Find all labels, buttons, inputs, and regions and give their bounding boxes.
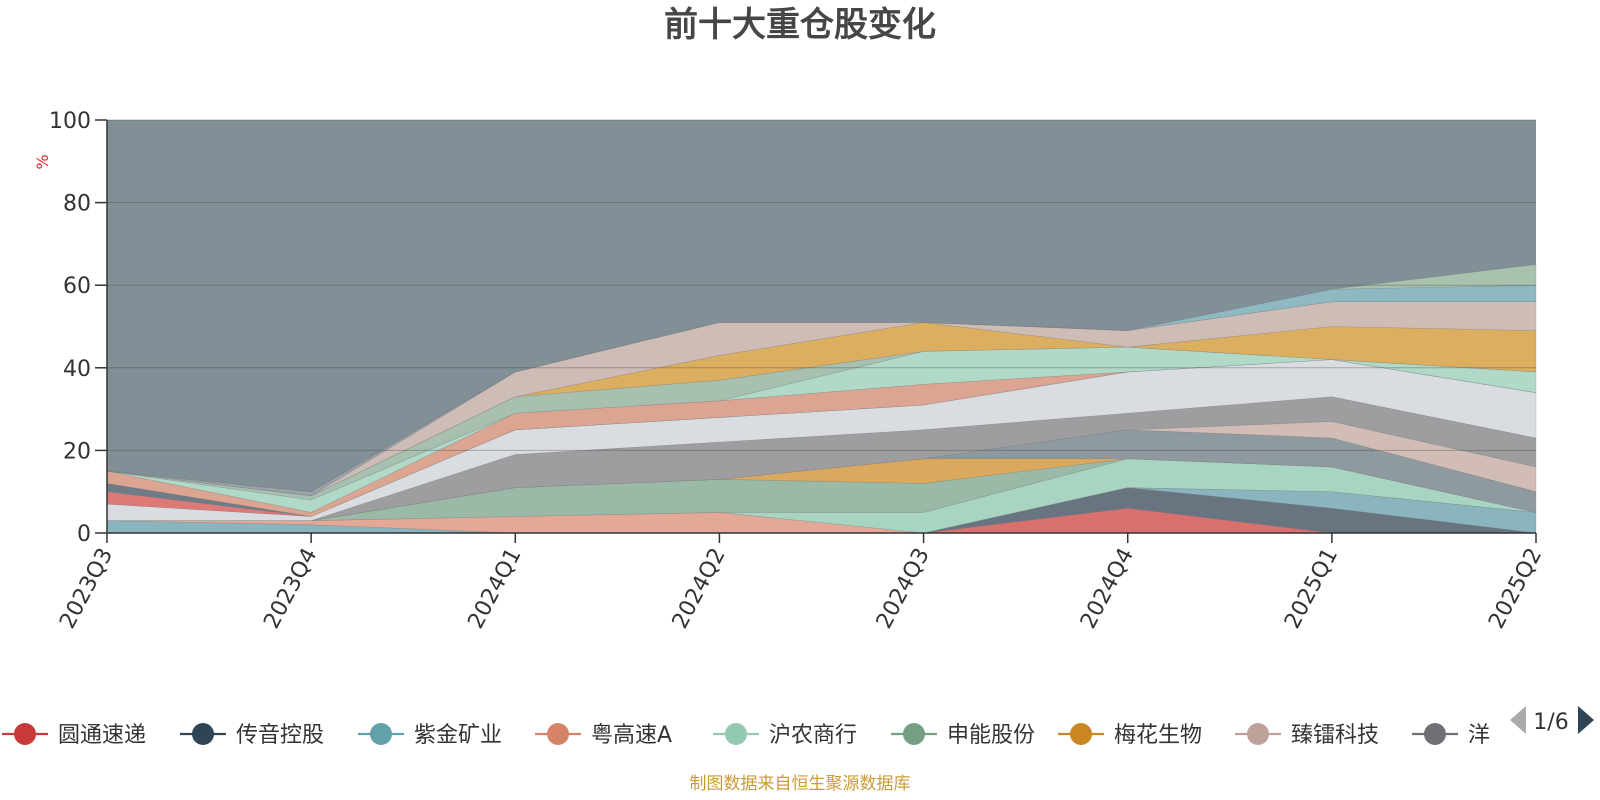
x-tick-label: 2024Q4 [1076, 544, 1139, 633]
legend-circle-icon [1247, 723, 1269, 745]
x-tick-label: 2024Q3 [872, 544, 935, 633]
y-axis-unit-label: % [33, 154, 52, 169]
legend-item-label: 申能股份 [947, 723, 1035, 748]
legend-pager: 1/6 [1510, 706, 1594, 735]
legend-circle-icon [370, 723, 392, 745]
data-source-note: 制图数据来自恒生聚源数据库 [690, 774, 911, 794]
y-tick-label: 80 [63, 192, 91, 217]
legend: 圆通速递 传音控股 紫金矿业 粤高速A 沪农商行 申能股份 梅花生物 臻镭科技 洋 [2, 723, 1490, 748]
series-area-19 [106, 301, 1536, 497]
legend-circle-icon [1424, 723, 1446, 745]
legend-item-label: 梅花生物 [1114, 723, 1202, 748]
legend-item-label: 传音控股 [236, 723, 324, 748]
legend-circle-icon [14, 723, 36, 745]
x-tick-label: 2024Q2 [668, 544, 731, 633]
series-area-20 [106, 284, 1537, 493]
legend-item[interactable]: 梅花生物 [1058, 723, 1202, 748]
y-tick-label: 60 [63, 274, 91, 299]
y-tick-label: 0 [77, 522, 91, 547]
legend-prev-arrow-icon[interactable] [1510, 706, 1526, 734]
y-tick-label: 40 [63, 357, 91, 382]
series-area-21 [106, 264, 1537, 493]
series-area-8 [107, 429, 1537, 521]
legend-item-label: 紫金矿业 [414, 723, 502, 748]
legend-item-label: 沪农商行 [769, 723, 857, 748]
x-tick-label: 2023Q3 [55, 544, 118, 633]
y-tick-label: 20 [63, 439, 91, 464]
x-tick-label: 2025Q2 [1484, 544, 1547, 633]
x-tick-label: 2025Q1 [1280, 544, 1343, 633]
series-area-9 [107, 421, 1537, 521]
legend-item[interactable]: 粤高速A [535, 723, 672, 748]
legend-item-label: 臻镭科技 [1291, 723, 1379, 748]
series-area-18 [106, 301, 1537, 497]
legend-circle-icon [903, 723, 925, 745]
legend-item[interactable]: 臻镭科技 [1235, 723, 1379, 748]
x-tick-label: 2023Q4 [259, 544, 322, 633]
legend-item[interactable]: 申能股份 [891, 723, 1035, 748]
legend-item[interactable]: 紫金矿业 [358, 723, 502, 748]
legend-item[interactable]: 传音控股 [180, 723, 324, 748]
legend-circle-icon [725, 723, 747, 745]
legend-item[interactable]: 圆通速递 [2, 723, 146, 748]
legend-next-arrow-icon[interactable] [1578, 706, 1594, 734]
plot-area [106, 120, 1537, 534]
legend-item-label: 粤高速A [591, 723, 672, 748]
legend-item[interactable]: 沪农商行 [713, 723, 857, 748]
legend-circle-icon [192, 723, 214, 745]
legend-page-indicator: 1/6 [1533, 710, 1568, 735]
x-tick-label: 2024Q1 [464, 544, 527, 633]
legend-circle-icon [1070, 723, 1092, 745]
y-tick-label: 100 [49, 109, 91, 134]
legend-item-label: 洋 [1468, 723, 1490, 748]
legend-item[interactable]: 洋 [1412, 723, 1490, 748]
legend-item-label: 圆通速递 [58, 723, 146, 748]
legend-circle-icon [547, 723, 569, 745]
chart-title: 前十大重仓股变化 [664, 5, 936, 45]
